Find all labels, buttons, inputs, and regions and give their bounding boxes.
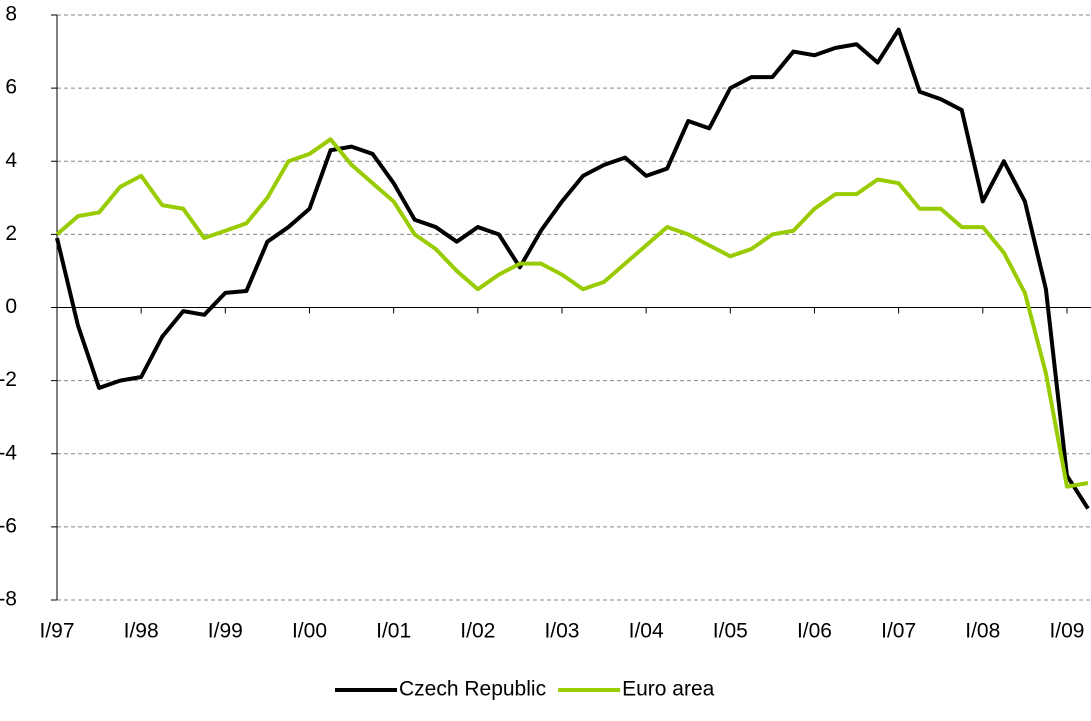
y-tick-label: 0 xyxy=(5,295,17,318)
x-tick-label: I/98 xyxy=(124,620,159,643)
x-tick-label: I/06 xyxy=(797,620,832,643)
y-tick-label: -8 xyxy=(0,588,17,611)
x-tick-label: I/99 xyxy=(208,620,243,643)
x-tick-label: I/04 xyxy=(629,620,664,643)
y-tick-label: 6 xyxy=(5,76,17,99)
x-tick-label: I/01 xyxy=(376,620,411,643)
y-tick-label: -6 xyxy=(0,514,17,537)
y-tick-label: 8 xyxy=(5,3,17,26)
legend-label: Euro area xyxy=(622,678,715,701)
legend-label: Czech Republic xyxy=(399,678,546,701)
x-tick-label: I/02 xyxy=(460,620,495,643)
x-tick-label: I/05 xyxy=(713,620,748,643)
x-tick-label: I/03 xyxy=(544,620,579,643)
x-tick-label: I/09 xyxy=(1049,620,1084,643)
x-tick-label: I/08 xyxy=(965,620,1000,643)
y-tick-label: -4 xyxy=(0,441,17,464)
series-line xyxy=(55,27,1090,510)
x-tick-label: I/97 xyxy=(39,620,74,643)
y-tick-label: -2 xyxy=(0,368,17,391)
x-tick-label: I/07 xyxy=(881,620,916,643)
y-tick-label: 2 xyxy=(5,222,17,245)
x-tick-label: I/00 xyxy=(292,620,327,643)
y-tick-label: 4 xyxy=(5,149,17,172)
series-line xyxy=(55,137,1089,489)
